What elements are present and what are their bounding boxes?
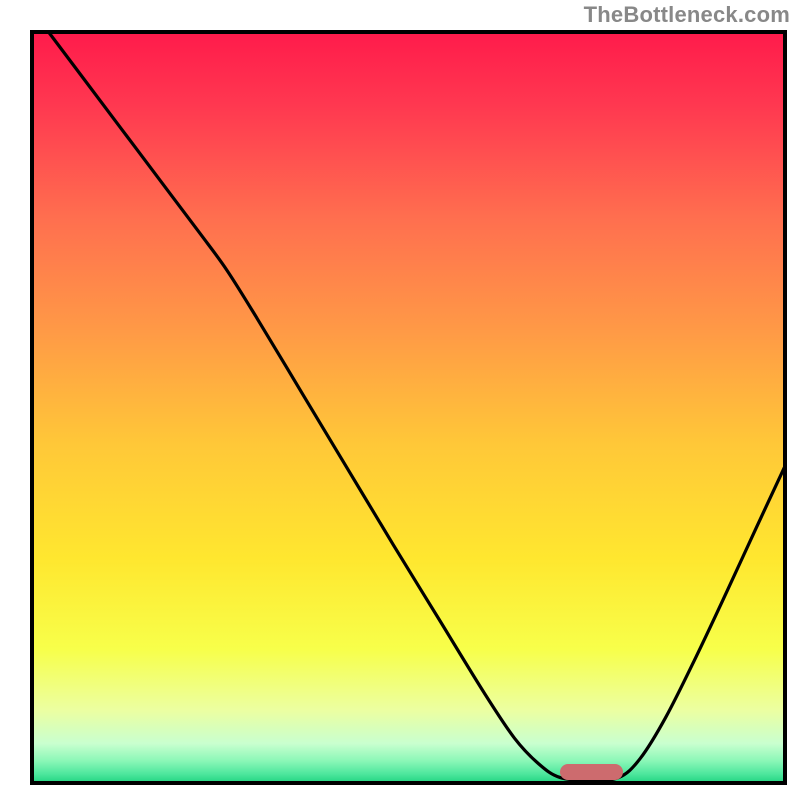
optimal-zone-marker bbox=[560, 764, 624, 781]
plot-area bbox=[30, 30, 787, 785]
watermark-text: TheBottleneck.com bbox=[584, 2, 790, 28]
top-border bbox=[30, 30, 787, 34]
y-axis-line bbox=[30, 30, 34, 785]
bottleneck-curve bbox=[30, 30, 787, 785]
chart-root: { "canvas": { "width": 800, "height": 80… bbox=[0, 0, 800, 800]
right-border bbox=[783, 30, 787, 785]
x-axis-line bbox=[30, 781, 787, 785]
